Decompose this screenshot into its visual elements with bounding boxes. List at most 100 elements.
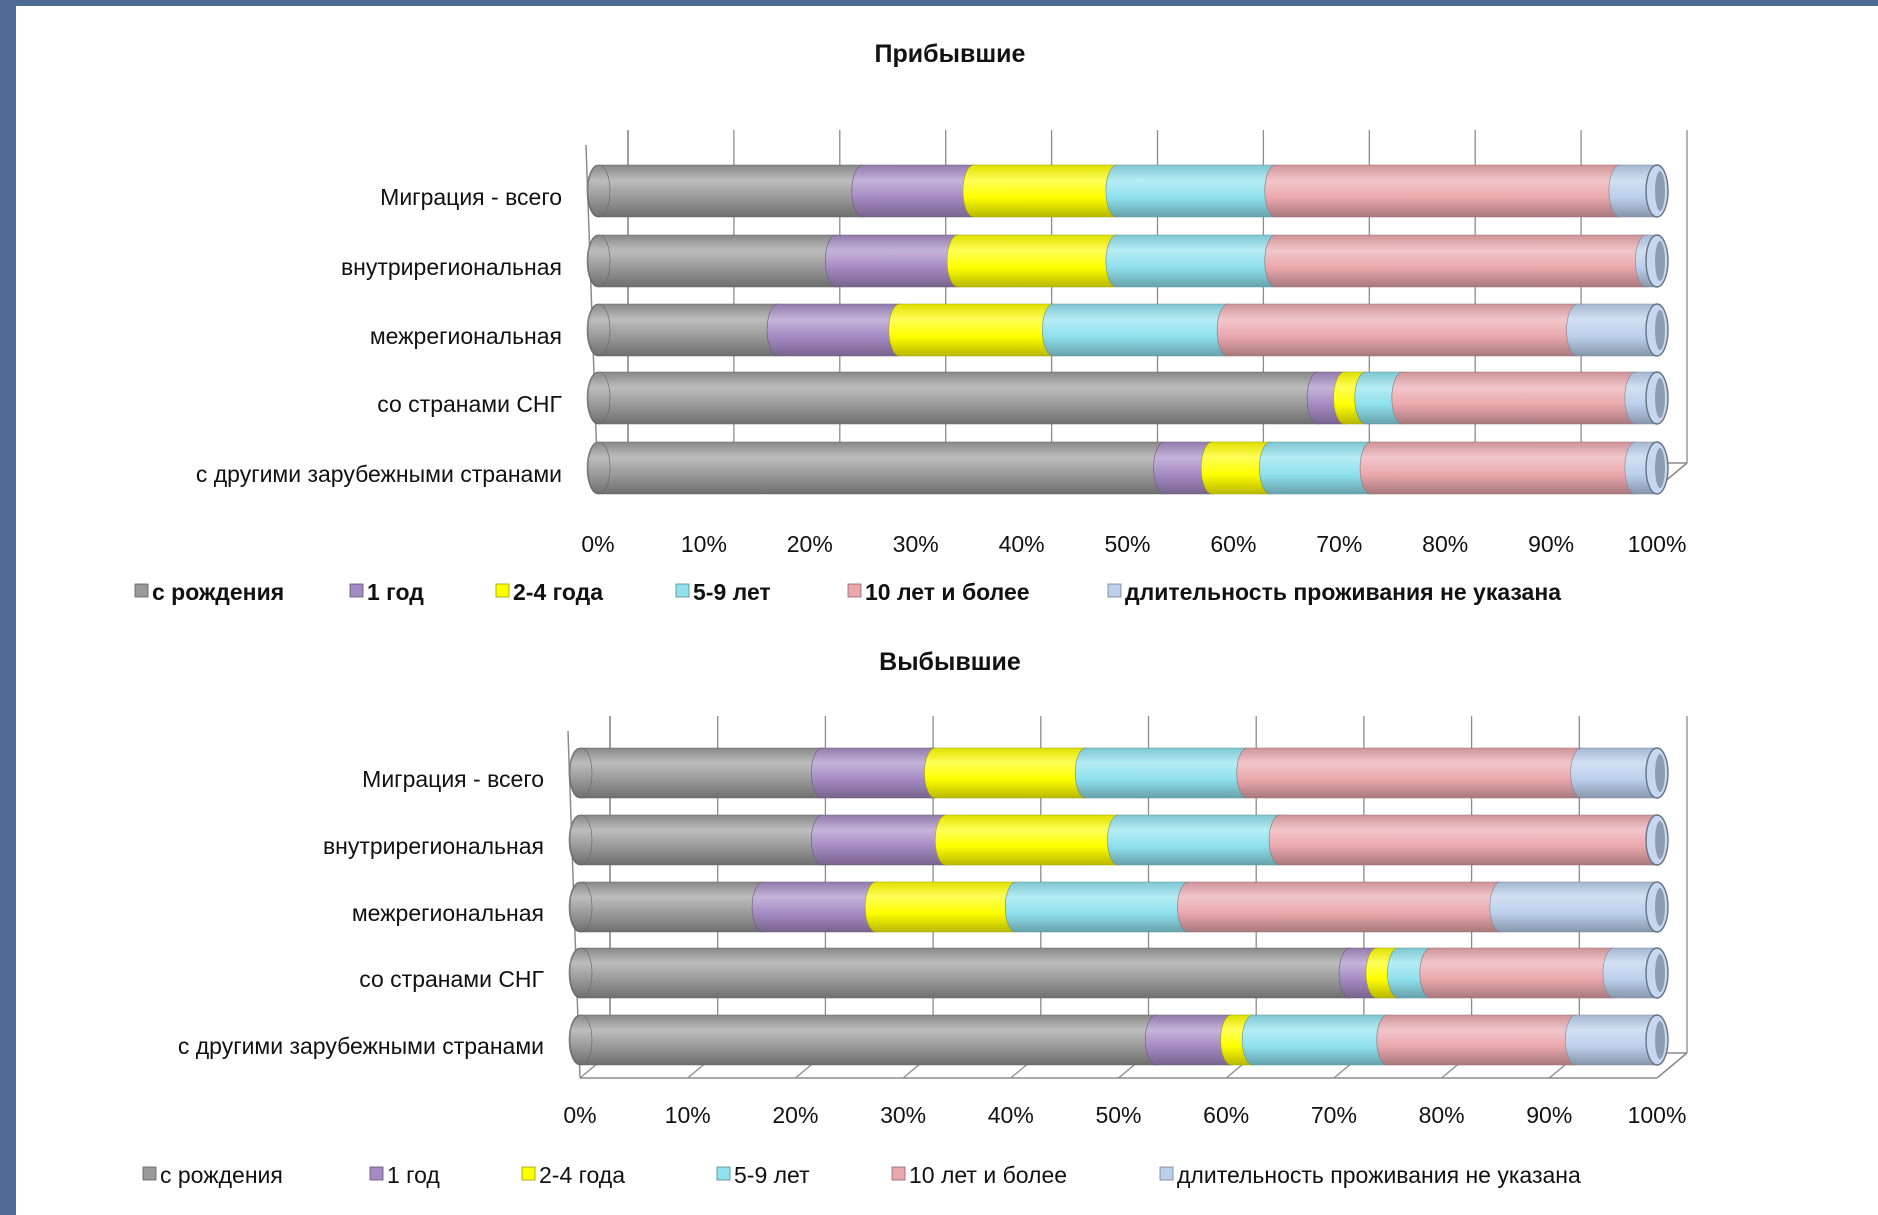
- chart2-bar-10-лет-и-более: [1236, 747, 1593, 799]
- chart2-bar-row-4: [568, 947, 1669, 999]
- chart1-bar-с-рождения: [586, 371, 1330, 425]
- chart1-bar-10-лет-и-более: [1391, 371, 1648, 425]
- chart1-bar-10-лет-и-более: [1216, 303, 1589, 357]
- chart2-tick-label: 10%: [665, 1102, 711, 1128]
- chart1-bars: [586, 164, 1669, 495]
- chart1-legend-swatch: [349, 583, 364, 598]
- chart1-x-axis: 0% 10% 20% 30% 40% 50% 60% 70% 80% 90% 100%: [581, 531, 1686, 557]
- chart2-bar-start-cap: [569, 881, 593, 933]
- chart2-bar-2-4-года: [934, 814, 1130, 866]
- chart2-bar-start-cap: [569, 947, 593, 999]
- chart1-legend-item-10-лет-и-более: 10 лет и более: [847, 579, 1030, 605]
- chart2-tick-label: 80%: [1419, 1102, 1465, 1128]
- chart2-legend-label: с рождения: [160, 1162, 283, 1188]
- chart1-bar-end-cap-inner: [1655, 310, 1665, 350]
- chart2-legend-item-1-год: 1 год: [369, 1162, 440, 1188]
- chart1-bar-end-cap-inner: [1655, 378, 1665, 418]
- chart2-category-label: с другими зарубежными странами: [178, 1033, 544, 1059]
- chart2-bar-end-cap-inner: [1655, 1021, 1665, 1059]
- chart2-legend-item-длительность-проживания-не-указана: длительность проживания не указана: [1159, 1162, 1581, 1188]
- chart2-bar-row-2: [568, 814, 1669, 866]
- chart2-legend-item-10-лет-и-более: 10 лет и более: [891, 1162, 1067, 1188]
- chart2-category-label: Миграция - всего: [362, 766, 544, 792]
- chart1-bar-start-cap: [587, 234, 611, 288]
- chart2-bar-start-cap: [569, 814, 593, 866]
- chart1-legend-swatch: [847, 583, 862, 598]
- chart1-bar-start-cap: [587, 441, 611, 495]
- chart1-group: Прибывшие 0% 10% 20% 30% 40% 50% 60% 70% 80% 90% 10…: [134, 40, 1688, 605]
- chart2-bar-2-4-года: [924, 747, 1098, 799]
- chart1-bar-2-4-года: [888, 303, 1065, 357]
- chart1-legend-label: 1 год: [367, 579, 424, 605]
- chart2-bar-row-1: [568, 747, 1669, 799]
- chart1-legend-item-1-год: 1 год: [349, 579, 424, 605]
- chart1-legend-label: 2-4 года: [513, 579, 603, 605]
- chart2-bar-с-рождения: [568, 1014, 1168, 1066]
- chart1-legend-swatch: [495, 583, 510, 598]
- chart1-category-label: со странами СНГ: [377, 391, 562, 417]
- chart1-bar-10-лет-и-более: [1264, 234, 1658, 288]
- chart1-tick-label: 20%: [787, 531, 833, 557]
- chart1-bar-row-2: [586, 234, 1669, 288]
- chart2-legend-swatch: [891, 1166, 906, 1181]
- chart2-bar-5-9-лет: [1004, 881, 1200, 933]
- chart2-tick-label: 100%: [1628, 1102, 1687, 1128]
- chart1-bar-start-cap: [587, 164, 611, 218]
- chart1-bar-5-9-лет: [1105, 234, 1288, 288]
- chart1-title: Прибывшие: [875, 40, 1026, 68]
- chart2-bar-длительность-проживания-не-указана: [1489, 881, 1669, 933]
- chart1-bar-row-1: [586, 164, 1669, 218]
- chart1-legend-label: с рождения: [152, 579, 284, 605]
- chart1-bar-с-рождения: [586, 441, 1176, 495]
- chart1-bar-5-9-лет: [1105, 164, 1288, 218]
- chart2-legend-label: длительность проживания не указана: [1177, 1162, 1581, 1188]
- chart1-bar-2-4-года: [962, 164, 1129, 218]
- chart1-bar-с-рождения: [586, 234, 848, 288]
- chart1-bar-start-cap: [587, 371, 611, 425]
- chart2-bar-end-cap-inner: [1655, 754, 1665, 792]
- chart1-bar-10-лет-и-более: [1359, 441, 1648, 495]
- chart2-bar-end-cap-inner: [1655, 821, 1665, 859]
- chart1-bar-10-лет-и-более: [1264, 164, 1632, 218]
- chart2-bar-10-лет-и-более: [1419, 947, 1626, 999]
- chart2-bar-10-лет-и-более: [1177, 881, 1513, 933]
- chart2-legend: с рождения 1 год 2-4 года 5-9 лет 10 лет и б…: [142, 1162, 1581, 1188]
- chart1-category-label: внутрирегиональная: [341, 254, 562, 280]
- chart1-bar-с-рождения: [586, 303, 790, 357]
- chart2-tick-label: 90%: [1526, 1102, 1572, 1128]
- chart1-tick-label: 0%: [581, 531, 614, 557]
- chart2-bar-start-cap: [569, 1014, 593, 1066]
- chart1-bar-2-4-года: [946, 234, 1129, 288]
- chart1-bar-end-cap-inner: [1655, 241, 1665, 281]
- chart2-category-label: внутрирегиональная: [323, 833, 544, 859]
- chart2-legend-item-с-рождения: с рождения: [142, 1162, 283, 1188]
- chart1-legend-item-длительность-проживания-не-указана: длительность проживания не указана: [1107, 579, 1561, 605]
- chart1-legend-item-2-4-года: 2-4 года: [495, 579, 603, 605]
- chart1-legend-swatch: [1107, 583, 1122, 598]
- chart2-tick-label: 20%: [772, 1102, 818, 1128]
- chart2-bar-2-4-года: [864, 881, 1028, 933]
- chart2-bar-5-9-лет: [1074, 747, 1260, 799]
- chart1-bar-start-cap: [587, 303, 611, 357]
- chart2-bar-5-9-лет: [1107, 814, 1292, 866]
- chart1-category-label: Миграция - всего: [380, 184, 562, 210]
- chart1-bar-end-cap-inner: [1655, 171, 1665, 211]
- chart2-tick-label: 70%: [1311, 1102, 1357, 1128]
- chart1-bar-row-3: [586, 303, 1669, 357]
- chart2-legend-item-5-9-лет: 5-9 лет: [716, 1162, 810, 1188]
- chart1-tick-label: 40%: [999, 531, 1045, 557]
- chart1-category-label: межрегиональная: [370, 323, 562, 349]
- chart2-legend-label: 2-4 года: [539, 1162, 625, 1188]
- chart2-legend-swatch: [369, 1166, 384, 1181]
- chart1-tick-label: 50%: [1104, 531, 1150, 557]
- chart2-category-label: со странами СНГ: [359, 966, 544, 992]
- chart1-tick-label: 30%: [893, 531, 939, 557]
- chart2-bar-start-cap: [569, 747, 593, 799]
- chart2-bar-row-3: [568, 881, 1669, 933]
- chart2-bar-с-рождения: [568, 881, 775, 933]
- chart2-title: Выбывшие: [879, 648, 1021, 676]
- chart1-legend-swatch: [134, 583, 149, 598]
- chart2-legend-item-2-4-года: 2-4 года: [521, 1162, 625, 1188]
